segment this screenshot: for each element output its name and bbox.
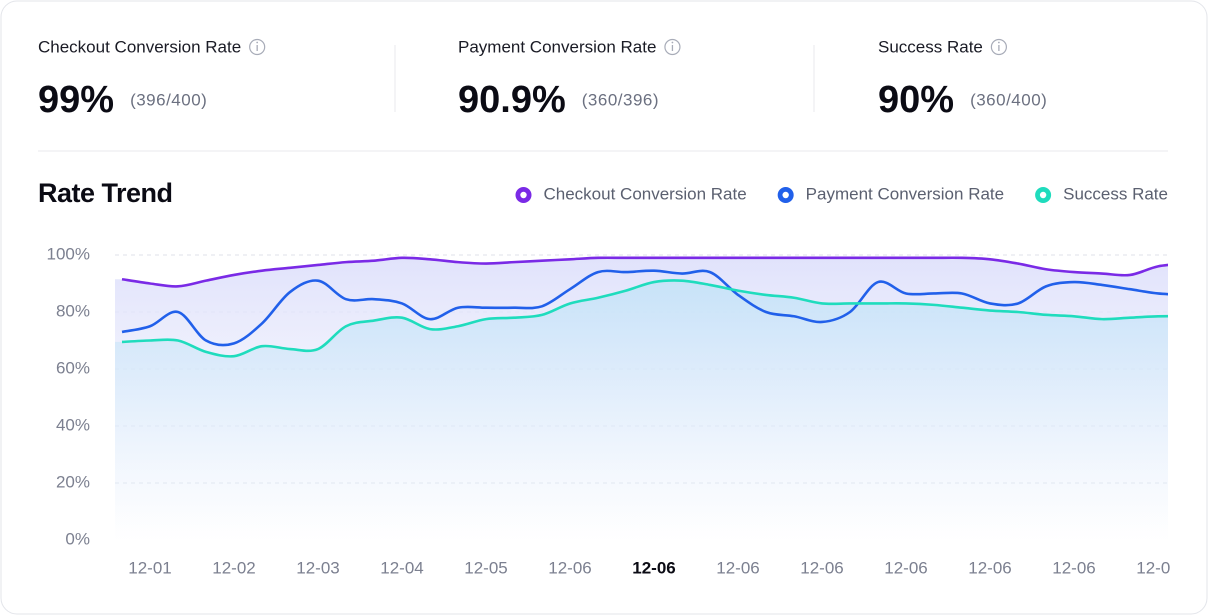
stat-detail: (360/396) (582, 90, 659, 109)
stat-value: 99% (38, 79, 114, 121)
x-tick-label: 12-06 (1136, 558, 1179, 577)
legend-marker-center (520, 191, 527, 199)
x-tick-label: 12-06 (968, 558, 1011, 577)
info-icon-dot (671, 41, 674, 44)
stat-detail: (360/400) (970, 90, 1047, 109)
line (121, 279, 1168, 358)
info-icon-dot (997, 41, 1000, 44)
chart-title: Rate Trend (38, 178, 173, 208)
info-icon (249, 38, 266, 56)
x-tick-label: 12-03 (296, 558, 339, 577)
stats: Checkout Conversion Rate 99% (396/400) Paym… (38, 37, 1047, 121)
x-tick-label: 12-02 (212, 558, 255, 577)
stat-label: Success Rate (878, 37, 983, 56)
y-tick-label: 60% (56, 358, 90, 377)
legend-marker-center (1039, 191, 1047, 199)
y-tick-label: 80% (56, 301, 90, 320)
y-tick-label: 100% (47, 244, 90, 263)
x-tick-label: 12-04 (380, 558, 423, 577)
stat-value: 90.9% (458, 79, 566, 121)
stat-label: Checkout Conversion Rate (38, 37, 241, 56)
stat-value: 90% (878, 79, 954, 121)
y-tick-label: 40% (56, 415, 90, 434)
plot: 0%20%40%60%80%100%12-01 12-02 12-03 12-04 12… (47, 244, 1179, 577)
legend-marker-center (782, 191, 789, 199)
legend-label: Payment Conversion Rate (806, 184, 1004, 203)
stat-label: Payment Conversion Rate (458, 37, 656, 56)
legend: Success Rate Payment Conversion Rate Check… (515, 184, 1168, 203)
x-labels: 12-01 12-02 12-03 12-04 12-05 12-06 12-06 12-06… (128, 558, 1179, 577)
x-tick-label: 12-06 (716, 558, 759, 577)
info-icon (664, 38, 681, 56)
x-tick-label: 12-05 (464, 558, 507, 577)
line (121, 269, 1168, 347)
y-tick-label: 20% (56, 472, 90, 491)
x-tick-label: 12-06 (884, 558, 927, 577)
legend-label: Checkout Conversion Rate (544, 184, 747, 203)
info-icon (990, 38, 1007, 56)
line (121, 256, 1168, 288)
stat-detail: (396/400) (130, 90, 207, 109)
x-tick-label: 12-01 (128, 558, 171, 577)
legend-label: Success Rate (1063, 184, 1168, 203)
x-tick-label: 12-06 (1052, 558, 1095, 577)
x-tick-label: 12-06 (800, 558, 843, 577)
y-tick-label: 0% (65, 529, 90, 548)
x-tick-label: 12-06 (548, 558, 591, 577)
info-icon-dot (256, 41, 259, 44)
area (115, 280, 1168, 540)
x-tick-label: 12-06 (632, 558, 675, 577)
plot-area (115, 256, 1168, 540)
